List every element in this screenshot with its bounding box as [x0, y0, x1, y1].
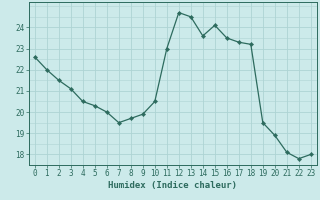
X-axis label: Humidex (Indice chaleur): Humidex (Indice chaleur): [108, 181, 237, 190]
